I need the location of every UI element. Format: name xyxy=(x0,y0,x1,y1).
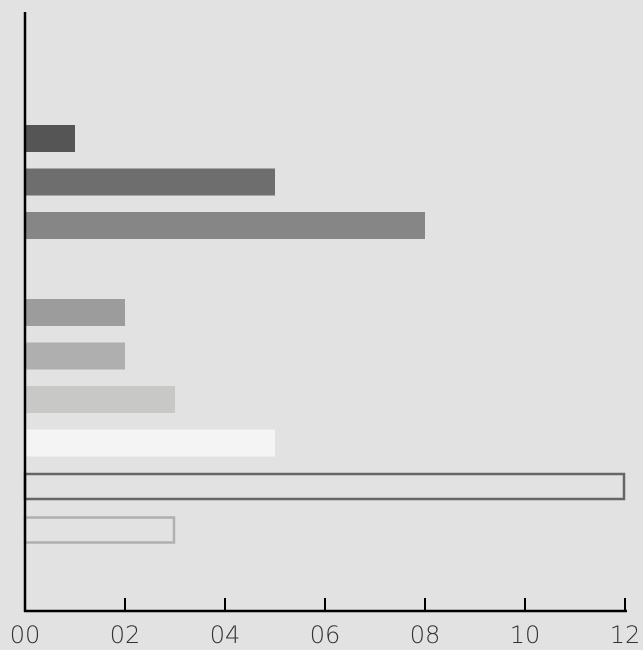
x-tick-label-3: 06 xyxy=(310,621,341,649)
bar-5 xyxy=(25,386,175,413)
x-tick-label-1: 02 xyxy=(110,621,141,649)
bar-6 xyxy=(25,429,275,457)
x-tick-label-4: 08 xyxy=(410,621,441,649)
bars-group xyxy=(23,125,626,544)
bar-8 xyxy=(23,516,176,544)
bar-3 xyxy=(25,299,125,326)
bar-2 xyxy=(25,212,425,239)
x-tick-label-0: 00 xyxy=(10,621,41,649)
bar-4 xyxy=(25,342,125,370)
bar-1 xyxy=(25,168,275,196)
bar-0 xyxy=(25,125,75,152)
x-ticks-group: 00 02 04 06 08 10 12 xyxy=(10,598,641,649)
x-tick-label-2: 04 xyxy=(210,621,241,649)
bar-7 xyxy=(23,472,626,501)
x-tick-label-6: 12 xyxy=(610,621,641,649)
x-tick-label-5: 10 xyxy=(510,621,541,649)
